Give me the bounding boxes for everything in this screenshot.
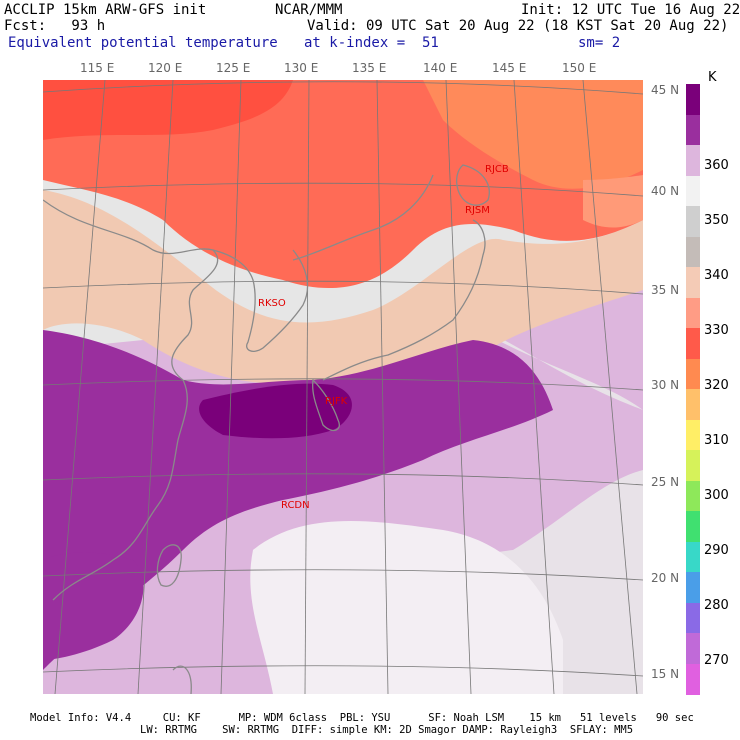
colorbar-swatch bbox=[686, 541, 700, 573]
lon-line bbox=[304, 80, 310, 694]
colorbar-swatch bbox=[686, 114, 700, 146]
lat-line bbox=[43, 81, 643, 95]
lon-label: 135 E bbox=[352, 61, 387, 75]
colorbar bbox=[686, 84, 700, 695]
lon-label: 115 E bbox=[80, 61, 115, 75]
lat-line bbox=[43, 280, 643, 295]
lon-line bbox=[376, 80, 389, 694]
lat-label: 25 N bbox=[651, 475, 680, 489]
lat-label: 40 N bbox=[651, 184, 680, 198]
china-coast bbox=[43, 199, 219, 601]
lat-label: 20 N bbox=[651, 571, 680, 585]
lat-line bbox=[43, 569, 643, 581]
lon-line bbox=[513, 80, 555, 694]
hot-core bbox=[43, 80, 293, 140]
org-label: NCAR/MMM bbox=[275, 2, 343, 18]
colorbar-swatch bbox=[686, 358, 700, 390]
lat-line bbox=[43, 378, 643, 391]
colorbar-tick: 270 bbox=[704, 653, 729, 668]
station-label: RJSM bbox=[465, 205, 490, 216]
orange-area bbox=[583, 175, 643, 228]
theta-e-map: RJCB RJSM RKSO RJFK RCDN bbox=[43, 80, 643, 694]
colorbar-tick: 290 bbox=[704, 543, 729, 558]
colorbar-swatch bbox=[686, 236, 700, 268]
level-label: at k-index = 51 bbox=[304, 35, 439, 51]
lon-label: 130 E bbox=[284, 61, 319, 75]
colorbar-swatch bbox=[686, 84, 700, 115]
colorbar-tick: 300 bbox=[704, 488, 729, 503]
lat-label: 45 N bbox=[651, 83, 680, 97]
colorbar-swatch bbox=[686, 145, 700, 176]
purple-band bbox=[43, 330, 553, 670]
smooth-label: sm= 2 bbox=[578, 35, 621, 51]
japan-kyushu bbox=[312, 378, 340, 432]
colorbar-swatch bbox=[686, 511, 700, 542]
colorbar-tick: 280 bbox=[704, 598, 729, 613]
colorbar-tick: 360 bbox=[704, 158, 729, 173]
colorbar-tick: 350 bbox=[704, 213, 729, 228]
model-info-line2: LW: RRTMG SW: RRTMG DIFF: simple KM: 2D … bbox=[140, 724, 634, 736]
colorbar-swatch bbox=[686, 267, 700, 298]
colorbar-swatch bbox=[686, 663, 700, 695]
colorbar-swatch bbox=[686, 206, 700, 237]
model-info-line1: Model Info: V4.4 CU: KF MP: WDM 6class P… bbox=[30, 712, 694, 724]
field-name: Equivalent potential temperature bbox=[8, 35, 278, 51]
luzon-coast bbox=[172, 665, 192, 694]
lon-line bbox=[137, 80, 174, 694]
orange-area bbox=[423, 80, 643, 189]
lat-line bbox=[43, 473, 643, 486]
valid-time: Valid: 09 UTC Sat 20 Aug 22 (18 KST Sat … bbox=[307, 18, 729, 34]
colorbar-swatch bbox=[686, 419, 700, 451]
korea-coast bbox=[212, 249, 309, 352]
colorbar-swatch bbox=[686, 480, 700, 512]
colorbar-swatch bbox=[686, 572, 700, 603]
lat-label: 35 N bbox=[651, 283, 680, 297]
purple-west bbox=[43, 552, 144, 660]
colorbar-swatch bbox=[686, 175, 700, 207]
taiwan-coast bbox=[156, 544, 182, 587]
lon-line bbox=[582, 80, 638, 694]
station-label: RJFK bbox=[325, 396, 348, 407]
lon-label: 145 E bbox=[492, 61, 527, 75]
colorbar-swatch bbox=[686, 602, 700, 634]
coastlines bbox=[43, 164, 490, 694]
lat-label: 30 N bbox=[651, 378, 680, 392]
russia-coast bbox=[292, 174, 434, 261]
colorbar-swatch bbox=[686, 633, 700, 664]
colorbar-swatch bbox=[686, 450, 700, 481]
graticule bbox=[43, 80, 643, 694]
colorbar-tick: 330 bbox=[704, 323, 729, 338]
model-title: ACCLIP 15km ARW-GFS init bbox=[4, 2, 207, 18]
colorbar-tick: 320 bbox=[704, 378, 729, 393]
colorbar-swatch bbox=[686, 328, 700, 359]
station-label: RCDN bbox=[281, 500, 310, 511]
lon-line bbox=[220, 80, 242, 694]
forecast-hour: Fcst: 93 h bbox=[4, 18, 106, 34]
lat-label: 15 N bbox=[651, 667, 680, 681]
lon-label: 150 E bbox=[562, 61, 597, 75]
colorbar-tick: 340 bbox=[704, 268, 729, 283]
colorbar-swatch bbox=[686, 297, 700, 329]
lon-label: 140 E bbox=[423, 61, 458, 75]
lat-line bbox=[43, 665, 643, 677]
white-swirl bbox=[250, 521, 563, 694]
colorbar-swatch bbox=[686, 389, 700, 420]
peach-region bbox=[43, 190, 643, 384]
lat-line bbox=[43, 182, 643, 197]
japan-hokkaido bbox=[456, 164, 490, 206]
japan-honshu bbox=[322, 219, 486, 381]
colorbar-unit: K bbox=[708, 70, 717, 85]
lon-label: 125 E bbox=[216, 61, 251, 75]
colorbar-tick: 310 bbox=[704, 433, 729, 448]
init-time: Init: 12 UTC Tue 16 Aug 22 bbox=[521, 2, 740, 18]
station-label: RJCB bbox=[485, 164, 509, 175]
station-label: RKSO bbox=[258, 298, 286, 309]
lon-line bbox=[445, 80, 472, 694]
lon-label: 120 E bbox=[148, 61, 183, 75]
